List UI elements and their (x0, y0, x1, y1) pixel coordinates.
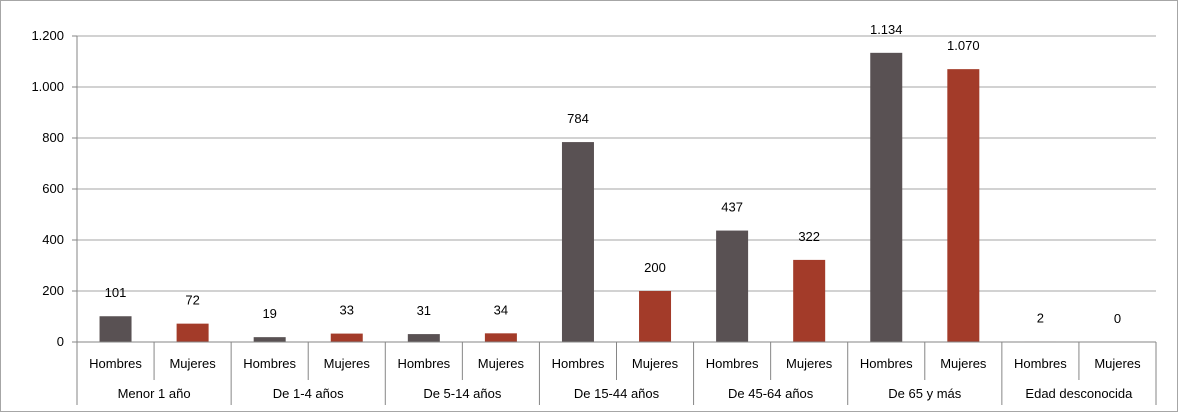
bar-hombres (407, 334, 440, 342)
y-tick-label: 800 (42, 130, 64, 145)
data-labels: 101 72 19 33 31 34 784 200 437 322 1.134 1.070 2 0 (105, 22, 1121, 326)
bar-hombres (253, 337, 286, 342)
x-category-label: De 15-44 años (574, 386, 660, 401)
x-subcategory-label: Hombres (860, 356, 913, 371)
bar-mujeres (330, 333, 363, 342)
y-tick-label: 200 (42, 283, 64, 298)
y-tick-label: 1.000 (31, 79, 64, 94)
x-category-label: De 5-14 años (423, 386, 502, 401)
bar-hombres (561, 142, 594, 342)
bar-mujeres (947, 69, 980, 343)
data-label: 33 (340, 303, 354, 318)
y-tick-label: 0 (57, 334, 64, 349)
x-subcategory-label: Mujeres (1094, 356, 1141, 371)
data-label: 31 (417, 303, 431, 318)
x-subcategory-label: Hombres (397, 356, 450, 371)
data-label: 19 (262, 306, 276, 321)
x-axis: Hombres Mujeres Menor 1 año Hombres Mujeres D… (76, 341, 1157, 405)
x-subcategory-label: Hombres (243, 356, 296, 371)
y-tick-label: 1.200 (31, 28, 64, 43)
bars (99, 52, 1057, 343)
data-label: 2 (1037, 310, 1044, 325)
bar-mujeres (176, 323, 209, 342)
bar-mujeres (484, 333, 517, 342)
data-label: 784 (567, 111, 589, 126)
x-subcategory-label: Mujeres (632, 356, 679, 371)
y-axis-ticks: 0 200 400 600 800 1.000 1.200 (31, 28, 78, 349)
x-subcategory-label: Hombres (1014, 356, 1067, 371)
bar-mujeres (639, 291, 672, 342)
data-label: 72 (185, 293, 199, 308)
bar-hombres (870, 52, 903, 342)
bar-hombres (99, 316, 132, 342)
y-tick-label: 600 (42, 181, 64, 196)
x-category-label: Menor 1 año (118, 386, 191, 401)
x-subcategory-label: Mujeres (169, 356, 216, 371)
data-label: 101 (105, 285, 127, 300)
x-subcategory-label: Mujeres (478, 356, 525, 371)
x-category-label: De 1-4 años (273, 386, 344, 401)
x-category-label: Edad desconocida (1025, 386, 1133, 401)
data-label: 1.134 (870, 22, 903, 37)
data-label: 34 (494, 302, 508, 317)
data-label: 322 (798, 229, 820, 244)
gridlines (77, 35, 1156, 292)
x-subcategory-label: Mujeres (786, 356, 833, 371)
data-label: 1.070 (947, 38, 980, 53)
x-subcategory-label: Hombres (89, 356, 142, 371)
x-subcategory-label: Mujeres (324, 356, 371, 371)
x-subcategory-label: Hombres (706, 356, 759, 371)
data-label: 437 (721, 200, 743, 215)
x-category-label: De 45-64 años (728, 386, 814, 401)
x-subcategory-label: Hombres (552, 356, 605, 371)
x-category-label: De 65 y más (888, 386, 961, 401)
x-subcategory-label: Mujeres (940, 356, 987, 371)
data-label: 200 (644, 260, 666, 275)
y-tick-label: 400 (42, 232, 64, 247)
bar-mujeres (793, 259, 826, 342)
data-label: 0 (1114, 311, 1121, 326)
bar-hombres (716, 230, 749, 342)
